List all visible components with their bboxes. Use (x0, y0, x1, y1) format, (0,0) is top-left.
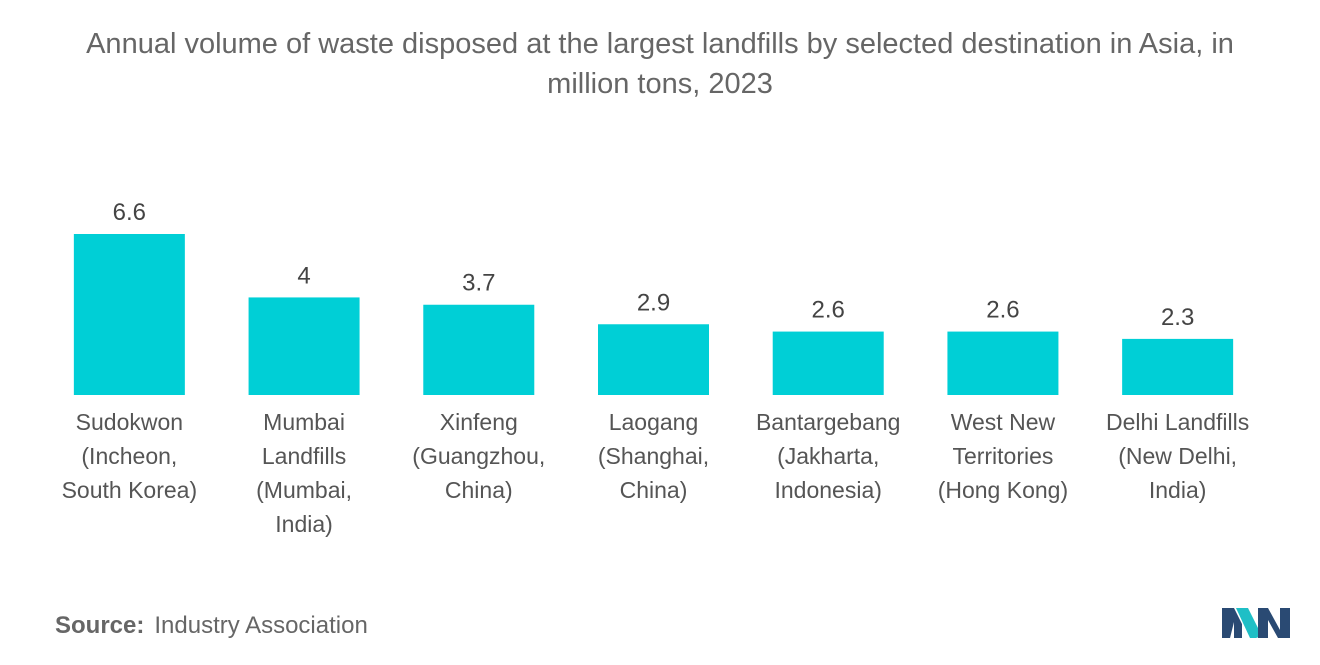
category-label-line: India) (1149, 477, 1207, 503)
value-label-4: 2.6 (812, 297, 845, 324)
category-label-line: Mumbai (263, 409, 345, 435)
category-label-line: (Guangzhou, (412, 443, 545, 469)
source-label: Source: (55, 612, 145, 639)
value-label-6: 2.3 (1161, 304, 1194, 331)
value-label-0: 6.6 (113, 199, 146, 226)
value-label-5: 2.6 (986, 297, 1019, 324)
bar-4 (772, 331, 884, 395)
category-label-line: India) (275, 511, 333, 537)
category-label-line: (Mumbai, (256, 477, 352, 503)
category-label-line: (Shanghai, (598, 443, 709, 469)
category-label-line: (New Delhi, (1118, 443, 1237, 469)
bar-2 (423, 304, 535, 395)
value-label-2: 3.7 (462, 270, 495, 297)
category-label-line: West New (951, 409, 1056, 435)
category-label-3: Laogang (Shanghai, China) (598, 409, 709, 503)
bar-1 (248, 297, 360, 395)
category-label-line: Territories (952, 443, 1053, 469)
mordor-logo-icon (1222, 608, 1290, 638)
category-label-1: Mumbai Landfills (Mumbai, India) (256, 409, 352, 537)
source-value: Industry Association (154, 612, 368, 639)
bar-3 (598, 324, 709, 395)
chart-title: Annual volume of waste disposed at the l… (0, 24, 1320, 104)
value-label-1: 4 (297, 262, 310, 289)
category-label-line: Sudokwon (76, 409, 183, 435)
value-label-3: 2.9 (637, 289, 670, 316)
category-label-2: Xinfeng (Guangzhou, China) (412, 409, 545, 503)
category-label-line: China) (620, 477, 688, 503)
category-label-line: China) (445, 477, 513, 503)
category-label-line: Bantargebang (756, 409, 901, 435)
category-label-line: Laogang (609, 409, 699, 435)
category-label-4: Bantargebang (Jakharta, Indonesia) (756, 409, 901, 503)
chart-title-line2: million tons, 2023 (547, 68, 773, 100)
category-label-line: (Jakharta, (777, 443, 879, 469)
category-label-6: Delhi Landfills (New Delhi, India) (1106, 409, 1249, 503)
category-label-line: (Incheon, (81, 443, 177, 469)
source-note: Source: Industry Association (55, 612, 368, 640)
category-label-line: Xinfeng (440, 409, 518, 435)
category-label-line: Delhi Landfills (1106, 409, 1249, 435)
category-label-line: South Korea) (62, 477, 198, 503)
category-label-line: Indonesia) (775, 477, 882, 503)
chart-title-line1: Annual volume of waste disposed at the l… (86, 28, 1234, 60)
category-label-line: Landfills (262, 443, 346, 469)
bar-0 (73, 234, 185, 395)
category-label-0: Sudokwon (Incheon, South Korea) (62, 409, 198, 503)
bar-chart: 6.6 Sudokwon (Incheon, South Korea) 4 Mumbai L… (62, 199, 1250, 537)
category-label-5: West New Territories (Hong Kong) (938, 409, 1068, 503)
bar-6 (1122, 338, 1234, 395)
bar-5 (947, 331, 1059, 395)
category-label-line: (Hong Kong) (938, 477, 1068, 503)
